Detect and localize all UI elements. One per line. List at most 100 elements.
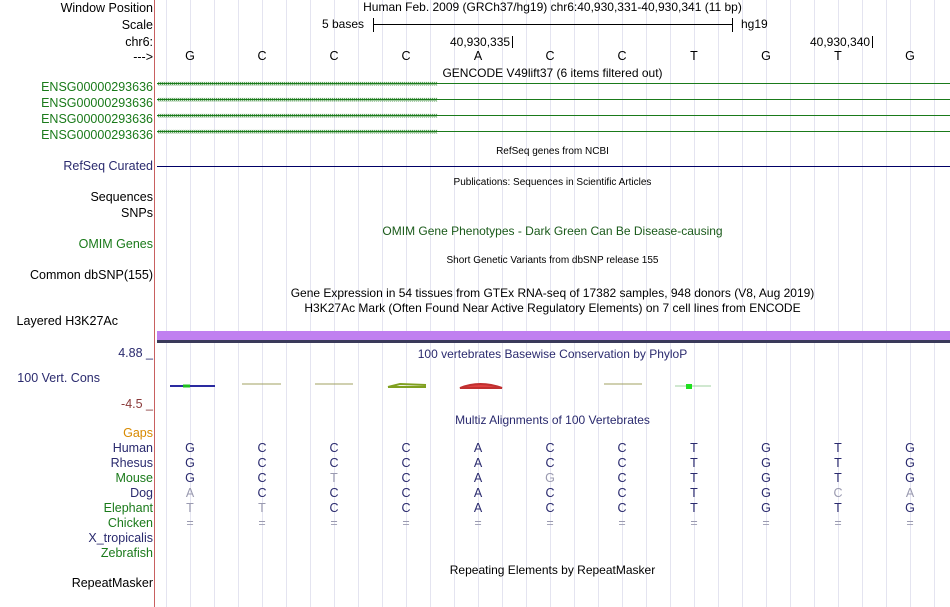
conservation-max-label: 4.88 _ <box>118 346 153 360</box>
alignment-base: G <box>545 471 555 485</box>
snps-track-label[interactable]: SNPs <box>121 206 153 220</box>
alignment-base: T <box>690 441 698 455</box>
scale-bar-text: 5 bases <box>322 17 365 31</box>
alignment-base: G <box>761 456 771 470</box>
phylop-segment <box>686 384 692 389</box>
dbsnp-track-title: Short Genetic Variants from dbSNP releas… <box>446 255 659 266</box>
alignment-base: T <box>690 471 698 485</box>
guide-line <box>526 0 527 607</box>
strand-arrows: ‹‹‹‹‹‹‹‹‹‹‹‹‹‹‹‹‹‹‹‹‹‹‹‹‹‹‹‹‹‹‹‹‹‹‹‹‹‹‹‹… <box>157 79 438 87</box>
position-tick-2: 40,930,340 <box>810 35 874 49</box>
guide-line <box>214 0 215 607</box>
conservation-track-label[interactable]: 100 Vert. Cons <box>17 371 100 385</box>
dbsnp-track-label[interactable]: Common dbSNP(155) <box>30 268 153 282</box>
gencode-gene-label-3[interactable]: ENSG00000293636 <box>41 112 153 126</box>
assembly-label: hg19 <box>741 17 768 31</box>
phylop-segment <box>459 383 503 389</box>
guide-line <box>406 0 407 607</box>
alignment-base: = <box>258 516 266 530</box>
alignment-base: T <box>834 471 842 485</box>
gencode-gene-label-2[interactable]: ENSG00000293636 <box>41 96 153 110</box>
window-position-text: Human Feb. 2009 (GRCh37/hg19) chr6:40,93… <box>363 0 742 14</box>
alignment-base: T <box>834 456 842 470</box>
scale-bar: 5 bases hg19 <box>322 15 772 33</box>
alignment-base: T <box>834 501 842 515</box>
reference-base: G <box>185 49 195 63</box>
phylop-conservation-plot[interactable] <box>155 370 950 400</box>
guide-line <box>598 0 599 607</box>
reference-base: T <box>690 49 698 63</box>
gencode-gene-line[interactable] <box>157 131 950 132</box>
gencode-gene-label-1[interactable]: ENSG00000293636 <box>41 80 153 94</box>
alignment-base: C <box>545 501 555 515</box>
guide-line <box>694 0 695 607</box>
alignment-base: G <box>761 441 771 455</box>
gencode-gene-label-4[interactable]: ENSG00000293636 <box>41 128 153 142</box>
alignment-base: A <box>473 501 483 515</box>
gencode-gene-line[interactable] <box>157 115 950 116</box>
guide-line <box>862 0 863 607</box>
gtex-track-title: Gene Expression in 54 tissues from GTEx … <box>290 286 815 300</box>
alignment-base: A <box>473 456 483 470</box>
refseq-track-label[interactable]: RefSeq Curated <box>63 159 153 173</box>
guide-line <box>766 0 767 607</box>
strand-arrows: ‹‹‹‹‹‹‹‹‹‹‹‹‹‹‹‹‹‹‹‹‹‹‹‹‹‹‹‹‹‹‹‹‹‹‹‹‹‹‹‹… <box>157 111 438 119</box>
h3k27ac-track-label[interactable]: Layered H3K27Ac <box>16 314 118 328</box>
alignment-base: C <box>401 456 411 470</box>
alignment-base: A <box>185 486 195 500</box>
species-label-rhesus: Rhesus <box>110 456 153 470</box>
refseq-gene-line[interactable] <box>157 166 950 167</box>
omim-track-title: OMIM Gene Phenotypes - Dark Green Can Be… <box>382 224 723 238</box>
guide-line <box>646 0 647 607</box>
alignment-base: G <box>185 471 195 485</box>
omim-track-label[interactable]: OMIM Genes <box>78 237 153 251</box>
alignment-base: C <box>401 501 411 515</box>
repeatmasker-track-label[interactable]: RepeatMasker <box>71 576 153 590</box>
alignment-base: C <box>257 486 267 500</box>
reference-base: G <box>761 49 771 63</box>
gencode-gene-line[interactable] <box>157 99 950 100</box>
guide-line <box>190 0 191 607</box>
guide-line <box>790 0 791 607</box>
h3k27ac-baseline <box>157 340 950 343</box>
species-label-chicken: Chicken <box>107 516 153 530</box>
alignment-base: A <box>473 486 483 500</box>
reference-base: A <box>473 49 483 63</box>
publications-track-title: Publications: Sequences in Scientific Ar… <box>453 177 652 188</box>
h3k27ac-track-title: H3K27Ac Mark (Often Found Near Active Re… <box>304 301 801 315</box>
species-label-human: Human <box>112 441 153 455</box>
gencode-gene-line[interactable] <box>157 83 950 84</box>
alignment-base: C <box>329 501 339 515</box>
sequences-track-label[interactable]: Sequences <box>90 190 153 204</box>
alignment-base: = <box>834 516 842 530</box>
guide-line <box>934 0 935 607</box>
guide-line <box>670 0 671 607</box>
alignment-base: C <box>617 471 627 485</box>
alignment-base: C <box>617 441 627 455</box>
reference-base: T <box>834 49 842 63</box>
alignment-base: A <box>473 471 483 485</box>
repeatmasker-track-title: Repeating Elements by RepeatMasker <box>449 563 656 577</box>
reference-base: G <box>905 49 915 63</box>
guide-line <box>574 0 575 607</box>
alignment-base: A <box>473 441 483 455</box>
multiz-track-title: Multiz Alignments of 100 Vertebrates <box>455 413 650 427</box>
refseq-track-title: RefSeq genes from NCBI <box>496 146 609 157</box>
alignment-base: = <box>474 516 482 530</box>
alignment-base: = <box>330 516 338 530</box>
alignment-base: C <box>545 456 555 470</box>
guide-line <box>262 0 263 607</box>
alignment-base: C <box>617 501 627 515</box>
alignment-base: C <box>329 456 339 470</box>
h3k27ac-signal-bar[interactable] <box>157 331 950 340</box>
alignment-base: = <box>906 516 914 530</box>
guide-line <box>478 0 479 607</box>
alignment-base: T <box>834 441 842 455</box>
alignment-base: = <box>690 516 698 530</box>
alignment-base: C <box>617 486 627 500</box>
guide-line <box>814 0 815 607</box>
alignment-base: C <box>833 486 843 500</box>
alignment-base: G <box>905 441 915 455</box>
alignment-base: = <box>186 516 194 530</box>
guide-line <box>886 0 887 607</box>
